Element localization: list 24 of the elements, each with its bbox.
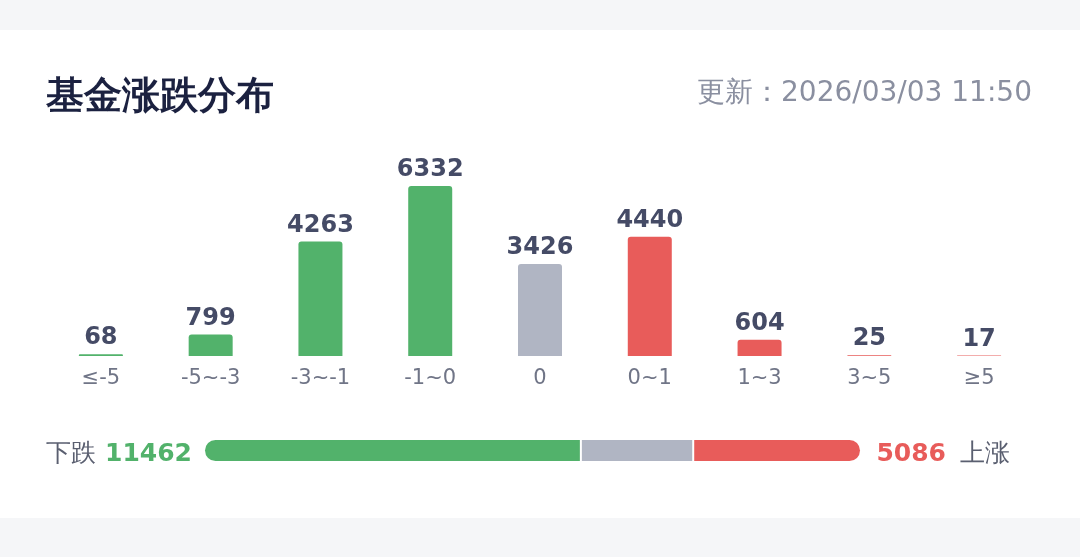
x-tick-label: 1~3 <box>737 365 782 389</box>
text: 下跌 <box>46 438 96 467</box>
data-label: 17 <box>962 323 996 352</box>
x-tick-label: 0~1 <box>627 365 672 389</box>
data-label: 4440 <box>616 204 684 233</box>
x-tick-label: ≥5 <box>963 365 995 389</box>
data-label: 11462 <box>105 438 192 467</box>
x-tick-label: -5~-3 <box>180 365 241 389</box>
data-label: 5086 <box>876 438 946 467</box>
chart-subtitle: 更新：2026/03/03 11:50 <box>697 75 1032 108</box>
data-label: 799 <box>185 302 236 331</box>
data-label: 25 <box>852 323 887 352</box>
x-tick-label: -1~0 <box>404 365 457 389</box>
x-tick-label: 3~5 <box>847 365 892 389</box>
x-tick-label: -3~-1 <box>290 365 351 389</box>
chart-title: 基金涨跌分布 <box>45 73 274 117</box>
data-label: 3426 <box>506 232 574 261</box>
data-label: 604 <box>734 307 785 336</box>
data-label: 4263 <box>287 209 354 238</box>
text: 上涨 <box>960 438 1010 467</box>
data-label: 68 <box>84 322 118 351</box>
x-tick-label: 0 <box>533 365 547 389</box>
data-label: 6332 <box>396 154 464 182</box>
x-tick-label: ≤-5 <box>81 365 121 389</box>
